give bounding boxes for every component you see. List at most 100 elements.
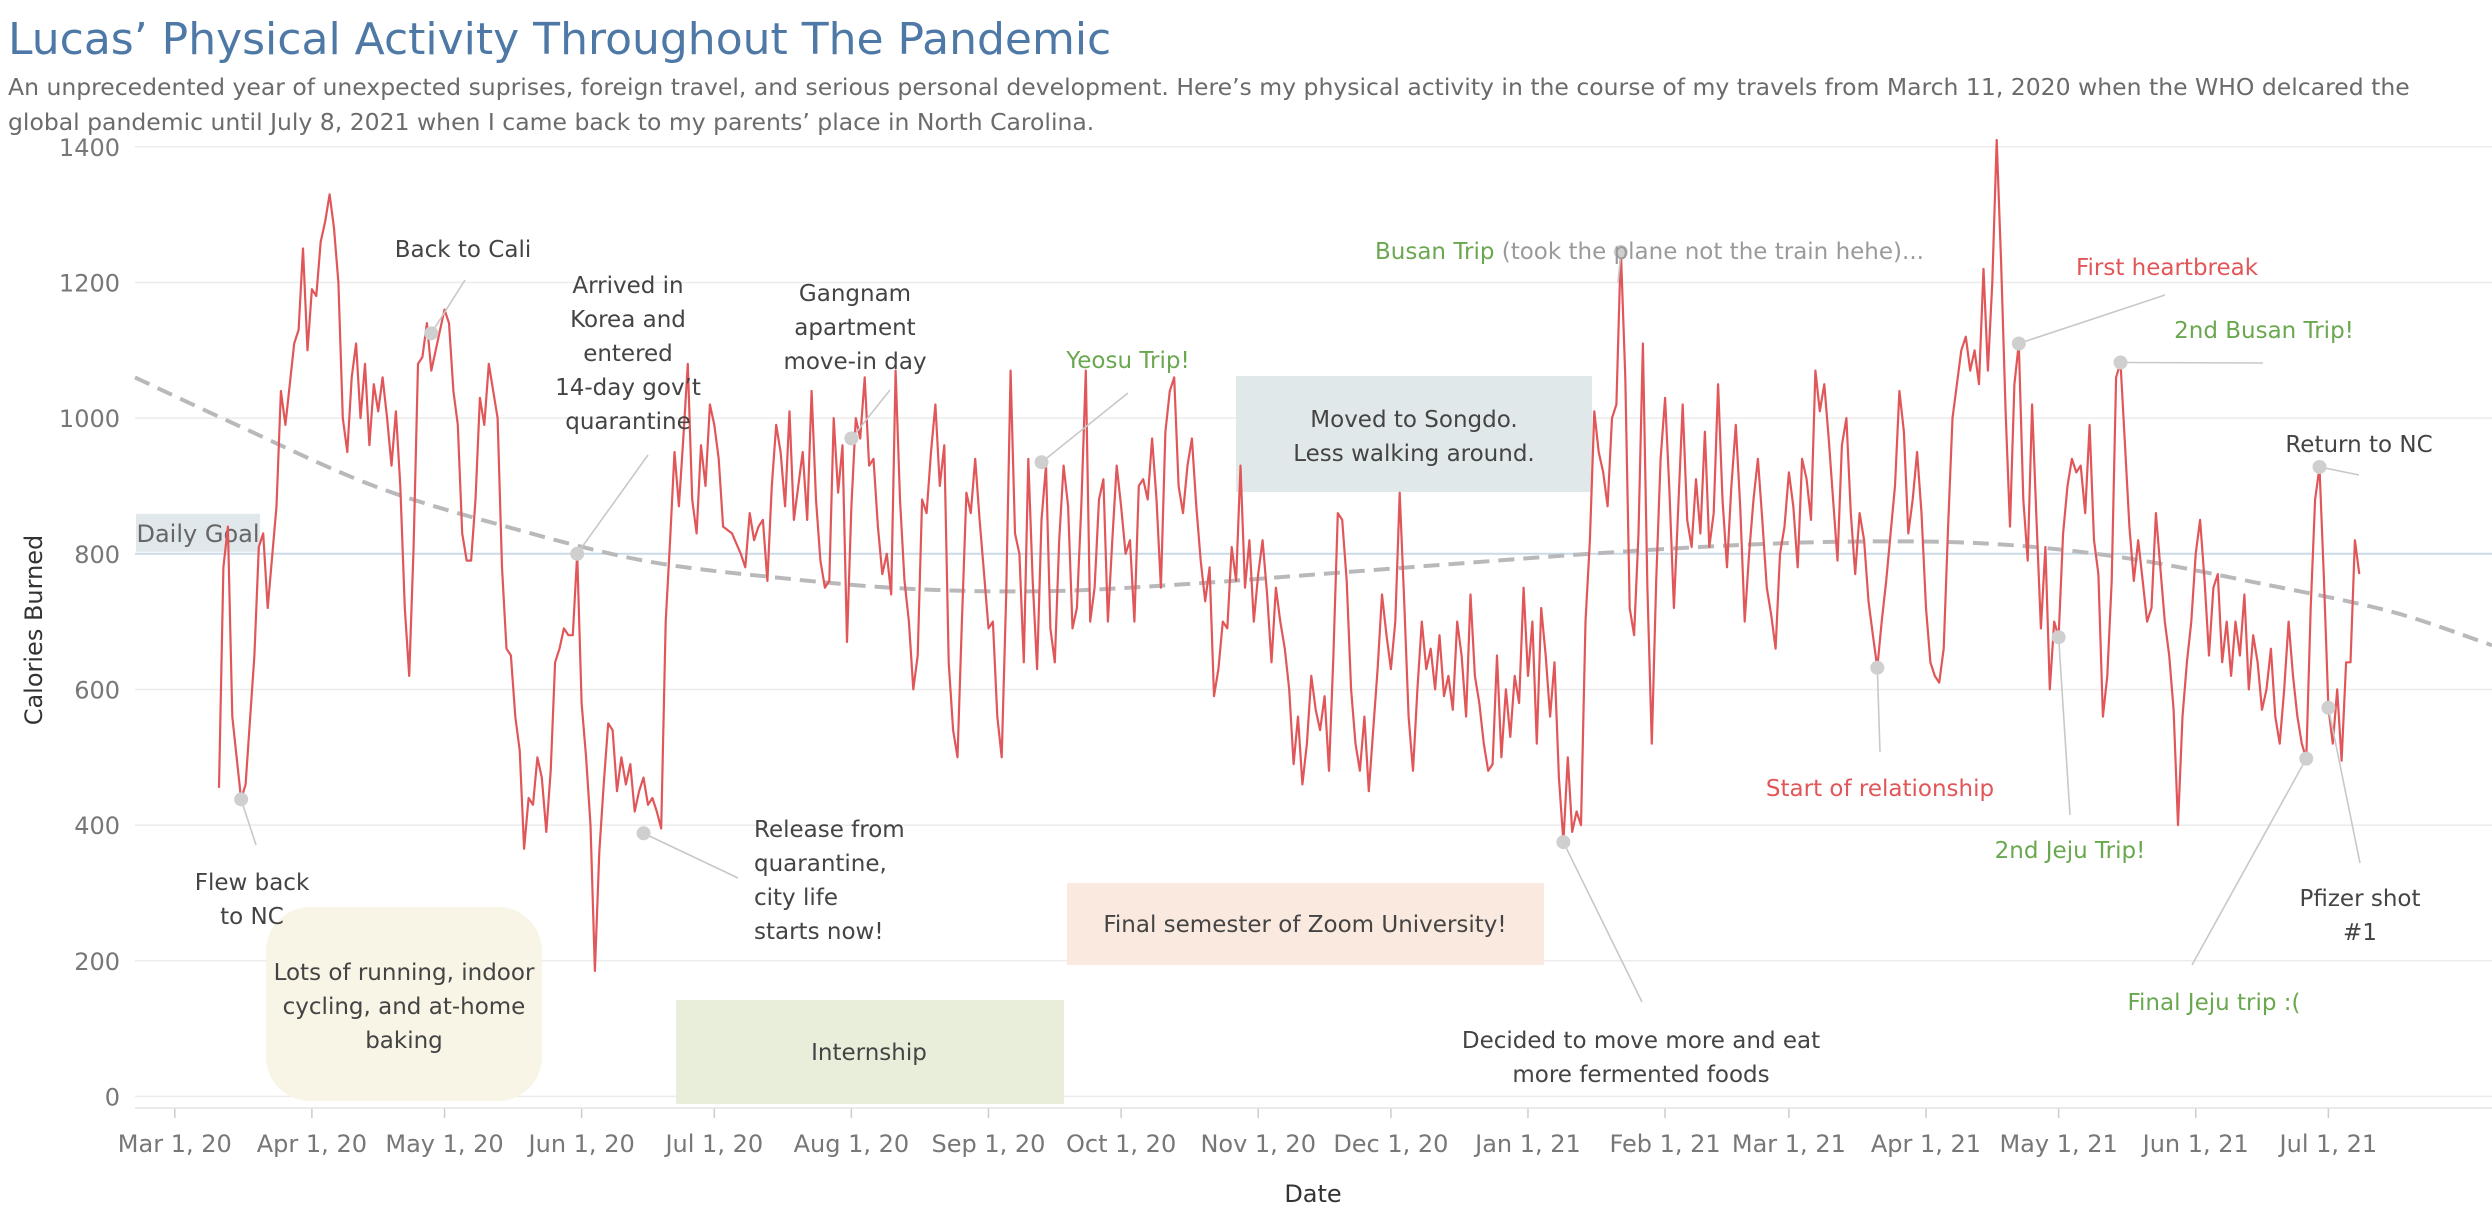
period-label-running-baking: baking bbox=[365, 1028, 443, 1054]
marker-final-jeju bbox=[2299, 751, 2314, 766]
y-tick-label: 600 bbox=[74, 676, 120, 704]
period-label-songdo: Moved to Songdo. bbox=[1310, 407, 1517, 433]
period-label-running-baking: Lots of running, indoor bbox=[274, 960, 535, 986]
marker-yeosu bbox=[1034, 455, 1049, 470]
marker-release-quarantine bbox=[636, 826, 651, 841]
goal-label: Daily Goal bbox=[136, 520, 259, 548]
annotation-arrived-korea: Korea and bbox=[570, 307, 686, 333]
y-axis-title: Calories Burned bbox=[20, 535, 48, 726]
marker-second-busan bbox=[2113, 355, 2128, 370]
annotation-arrived-korea: 14-day gov’t bbox=[555, 375, 701, 401]
period-label-zoom-university: Final semester of Zoom University! bbox=[1103, 912, 1506, 938]
y-tick-label: 1400 bbox=[59, 134, 120, 162]
marker-return-nc bbox=[2312, 459, 2327, 474]
leader-yeosu bbox=[1041, 392, 1129, 463]
annotation-final-jeju: Final Jeju trip :( bbox=[2127, 990, 2300, 1016]
annotation-return-nc: Return to NC bbox=[2285, 432, 2432, 458]
annotation-release-quarantine: city life bbox=[754, 885, 838, 911]
x-tick-label: Jun 1, 21 bbox=[2141, 1130, 2249, 1158]
trend-line bbox=[134, 375, 2492, 648]
x-tick-label: Jan 1, 21 bbox=[1473, 1130, 1581, 1158]
annotation-release-quarantine: starts now! bbox=[754, 919, 884, 945]
x-tick-label: Oct 1, 20 bbox=[1066, 1130, 1176, 1158]
period-box-internship bbox=[676, 1000, 1064, 1104]
y-tick-label: 1200 bbox=[59, 269, 120, 297]
x-tick-label: May 1, 20 bbox=[385, 1130, 503, 1158]
x-tick-label: Feb 1, 21 bbox=[1609, 1130, 1720, 1158]
x-axis-title: Date bbox=[1284, 1180, 1341, 1208]
trend-curve bbox=[134, 375, 2492, 648]
annotation-gangnam: apartment bbox=[794, 315, 915, 341]
goal-label-bg bbox=[136, 513, 260, 552]
axes: 0 200 400 600 800 1000 1200 1400 Mar 1, 20 Apr 1,… bbox=[20, 134, 2492, 1208]
annotation-back-to-cali: Back to Cali bbox=[395, 237, 531, 263]
annotation-flew-back-nc: Flew back bbox=[195, 870, 310, 896]
y-tick-label: 1000 bbox=[59, 405, 120, 433]
series-line bbox=[217, 138, 2361, 973]
x-tick-label: May 1, 21 bbox=[1999, 1130, 2117, 1158]
x-tick-label: Jun 1, 20 bbox=[527, 1130, 635, 1158]
leader-start-relationship bbox=[1876, 667, 1881, 753]
annotation-second-busan: 2nd Busan Trip! bbox=[2174, 318, 2354, 344]
leader-second-jeju bbox=[2057, 637, 2071, 816]
annotation-release-quarantine: Release from bbox=[754, 817, 905, 843]
annotation-gangnam: Gangnam bbox=[799, 281, 911, 307]
annotation-arrived-korea: entered bbox=[583, 341, 673, 367]
marker-arrived-korea bbox=[570, 546, 585, 561]
x-tick-label: Apr 1, 20 bbox=[257, 1130, 367, 1158]
x-tick-label: Sep 1, 20 bbox=[932, 1130, 1046, 1158]
marker-gangnam bbox=[844, 431, 859, 446]
marker-decided-move bbox=[1556, 835, 1571, 850]
period-box-songdo bbox=[1236, 376, 1592, 492]
marker-start-relationship bbox=[1870, 660, 1885, 675]
x-tick-label: Aug 1, 20 bbox=[794, 1130, 910, 1158]
annotation-segment: (took the plane not the train hehe)... bbox=[1494, 239, 1924, 265]
marker-flew-back-nc bbox=[234, 792, 249, 807]
annotation-pfizer: Pfizer shot bbox=[2300, 886, 2421, 912]
leader-pfizer bbox=[2327, 707, 2361, 864]
page-title: Lucas’ Physical Activity Throughout The … bbox=[8, 14, 1112, 65]
period-box-zoom-university bbox=[1067, 883, 1544, 965]
annotation-first-heartbreak: First heartbreak bbox=[2076, 255, 2259, 281]
x-tick-label: Mar 1, 21 bbox=[1732, 1130, 1846, 1158]
x-tick-label: Mar 1, 20 bbox=[118, 1130, 232, 1158]
annotation-markers bbox=[234, 244, 2336, 850]
x-tick-label: Jul 1, 21 bbox=[2278, 1130, 2378, 1158]
marker-busan-trip bbox=[1613, 244, 1628, 259]
y-tick-label: 200 bbox=[74, 948, 120, 976]
leader-decided-move bbox=[1562, 841, 1643, 1003]
annotation-flew-back-nc: to NC bbox=[220, 904, 284, 930]
leader-back-to-cali bbox=[430, 279, 466, 334]
period-label-internship: Internship bbox=[811, 1040, 927, 1066]
marker-second-jeju bbox=[2051, 630, 2066, 645]
annotation-yeosu: Yeosu Trip! bbox=[1065, 348, 1189, 374]
annotation-release-quarantine: quarantine, bbox=[754, 851, 887, 877]
annotation-busan-trip: Busan Trip (took the plane not the train… bbox=[1375, 239, 1924, 265]
leader-final-jeju bbox=[2191, 758, 2307, 966]
leader-release-quarantine bbox=[643, 832, 739, 879]
annotation-segment: Busan Trip bbox=[1375, 239, 1494, 265]
annotation-second-jeju: 2nd Jeju Trip! bbox=[1995, 838, 2146, 864]
marker-first-heartbreak bbox=[2011, 336, 2026, 351]
x-tick-label: Dec 1, 20 bbox=[1333, 1130, 1448, 1158]
leader-flew-back-nc bbox=[240, 799, 257, 846]
annotation-labels: Flew back to NC Back to Cali Arrived in Kore… bbox=[195, 237, 2433, 1088]
leader-arrived-korea bbox=[576, 454, 649, 555]
leader-first-heartbreak bbox=[2018, 294, 2166, 345]
marker-pfizer bbox=[2321, 700, 2336, 715]
period-box-running-baking bbox=[266, 907, 542, 1101]
x-tick-label: Jul 1, 20 bbox=[663, 1130, 763, 1158]
calories-series bbox=[217, 138, 2361, 973]
page-subtitle: An unprecedented year of unexpected supr… bbox=[8, 73, 2410, 136]
annotation-arrived-korea: Arrived in bbox=[572, 273, 683, 299]
marker-back-to-cali bbox=[424, 326, 439, 341]
annotation-arrived-korea: quarantine bbox=[565, 409, 691, 435]
y-tick-label: 0 bbox=[105, 1083, 120, 1111]
leader-second-busan bbox=[2120, 361, 2264, 364]
annotation-decided-move: Decided to move more and eat bbox=[1462, 1028, 1820, 1054]
x-tick-label: Nov 1, 20 bbox=[1200, 1130, 1316, 1158]
annotation-leaders bbox=[240, 251, 2361, 1003]
annotation-gangnam: move-in day bbox=[783, 349, 926, 375]
x-tick-label: Apr 1, 21 bbox=[1871, 1130, 1981, 1158]
